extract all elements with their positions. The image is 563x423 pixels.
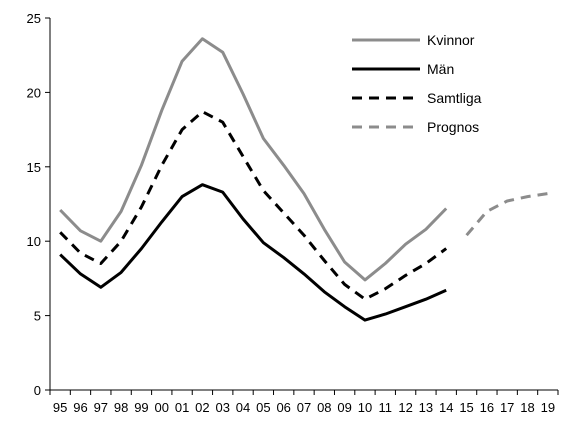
- x-tick-label: 13: [419, 400, 433, 415]
- y-tick-label: 25: [27, 11, 41, 26]
- x-tick-label: 04: [236, 400, 250, 415]
- x-tick-label: 10: [358, 400, 372, 415]
- legend-label: Kvinnor: [427, 32, 475, 48]
- x-tick-label: 07: [297, 400, 311, 415]
- x-tick-label: 08: [317, 400, 331, 415]
- y-tick-label: 5: [34, 309, 41, 324]
- x-tick-label: 18: [520, 400, 534, 415]
- x-tick-label: 17: [500, 400, 514, 415]
- legend-label: Prognos: [427, 119, 479, 135]
- series-lines: [59, 37, 549, 322]
- x-tick-label: 02: [195, 400, 209, 415]
- x-tick-label: 12: [398, 400, 412, 415]
- y-tick-label: 0: [34, 383, 41, 398]
- x-tick-label: 00: [155, 400, 169, 415]
- x-tick-label: 15: [459, 400, 473, 415]
- x-tick-label: 95: [53, 400, 67, 415]
- legend-label: Män: [427, 61, 454, 77]
- legend-label: Samtliga: [427, 90, 482, 106]
- y-tick-label: 20: [27, 85, 41, 100]
- y-tick-label: 10: [27, 234, 41, 249]
- x-tick-label: 14: [439, 400, 453, 415]
- x-tick-label: 09: [337, 400, 351, 415]
- y-tick-labels: 0 5 10 15 20 25: [27, 11, 41, 398]
- x-tick-label: 99: [134, 400, 148, 415]
- x-tick-labels: 95 96 97 98 99 00 01 02 03 04 05 06 07 08 09 10 11 12 13 14…: [53, 400, 555, 415]
- x-tick-label: 01: [175, 400, 189, 415]
- x-tick-label: 06: [276, 400, 290, 415]
- series-line-m-n: [59, 183, 447, 322]
- x-tick-label: 03: [215, 400, 229, 415]
- x-tick-label: 96: [73, 400, 87, 415]
- series-line-prognos: [465, 192, 549, 237]
- y-tick-label: 15: [27, 160, 41, 175]
- chart-legend: Kvinnor Män Samtliga Prognos: [352, 32, 482, 135]
- x-tick-label: 16: [480, 400, 494, 415]
- series-line-kvinnor: [59, 37, 448, 282]
- x-tick-label: 97: [94, 400, 108, 415]
- series-line-samtliga: [59, 110, 448, 301]
- x-tick-label: 98: [114, 400, 128, 415]
- x-tick-label: 11: [379, 400, 393, 415]
- chart-axes: [45, 17, 559, 395]
- x-tick-label: 19: [541, 400, 555, 415]
- x-tick-label: 05: [256, 400, 270, 415]
